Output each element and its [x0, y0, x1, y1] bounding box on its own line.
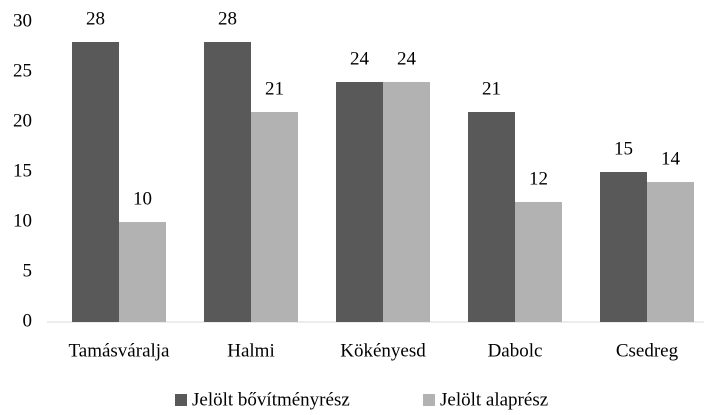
- data-label: 12: [529, 168, 548, 189]
- bar: [336, 82, 383, 322]
- bar: [119, 222, 166, 322]
- bar: [204, 42, 251, 322]
- y-tick-label: 5: [23, 260, 33, 281]
- bar: [515, 202, 562, 322]
- x-tick-label: Csedreg: [616, 340, 679, 361]
- x-tick-label: Tamásváralja: [68, 340, 170, 361]
- y-tick-label: 0: [23, 310, 33, 331]
- bar: [468, 112, 515, 322]
- y-tick-label: 30: [13, 10, 32, 31]
- y-tick-label: 25: [13, 60, 32, 81]
- data-label: 28: [218, 8, 237, 29]
- data-label: 15: [614, 138, 633, 159]
- bar: [647, 182, 694, 322]
- data-label: 14: [661, 148, 681, 169]
- data-label: 24: [397, 48, 417, 69]
- bar: [600, 172, 647, 322]
- x-tick-label: Kökényesd: [340, 340, 426, 361]
- y-tick-label: 10: [13, 210, 32, 231]
- legend-label: Jelölt alaprész: [440, 389, 548, 410]
- data-label: 24: [350, 48, 370, 69]
- bar: [251, 112, 298, 322]
- y-tick-label: 15: [13, 160, 32, 181]
- data-label: 28: [86, 8, 105, 29]
- data-label: 21: [265, 78, 284, 99]
- x-tick-label: Dabolc: [488, 340, 543, 361]
- legend-swatch: [423, 394, 435, 406]
- x-tick-label: Halmi: [227, 340, 275, 361]
- legend-swatch: [175, 394, 187, 406]
- data-label: 10: [133, 188, 152, 209]
- data-label: 21: [482, 78, 501, 99]
- legend-label: Jelölt bővítményrész: [192, 389, 350, 410]
- bar: [383, 82, 430, 322]
- bar: [72, 42, 119, 322]
- y-tick-label: 20: [13, 110, 32, 131]
